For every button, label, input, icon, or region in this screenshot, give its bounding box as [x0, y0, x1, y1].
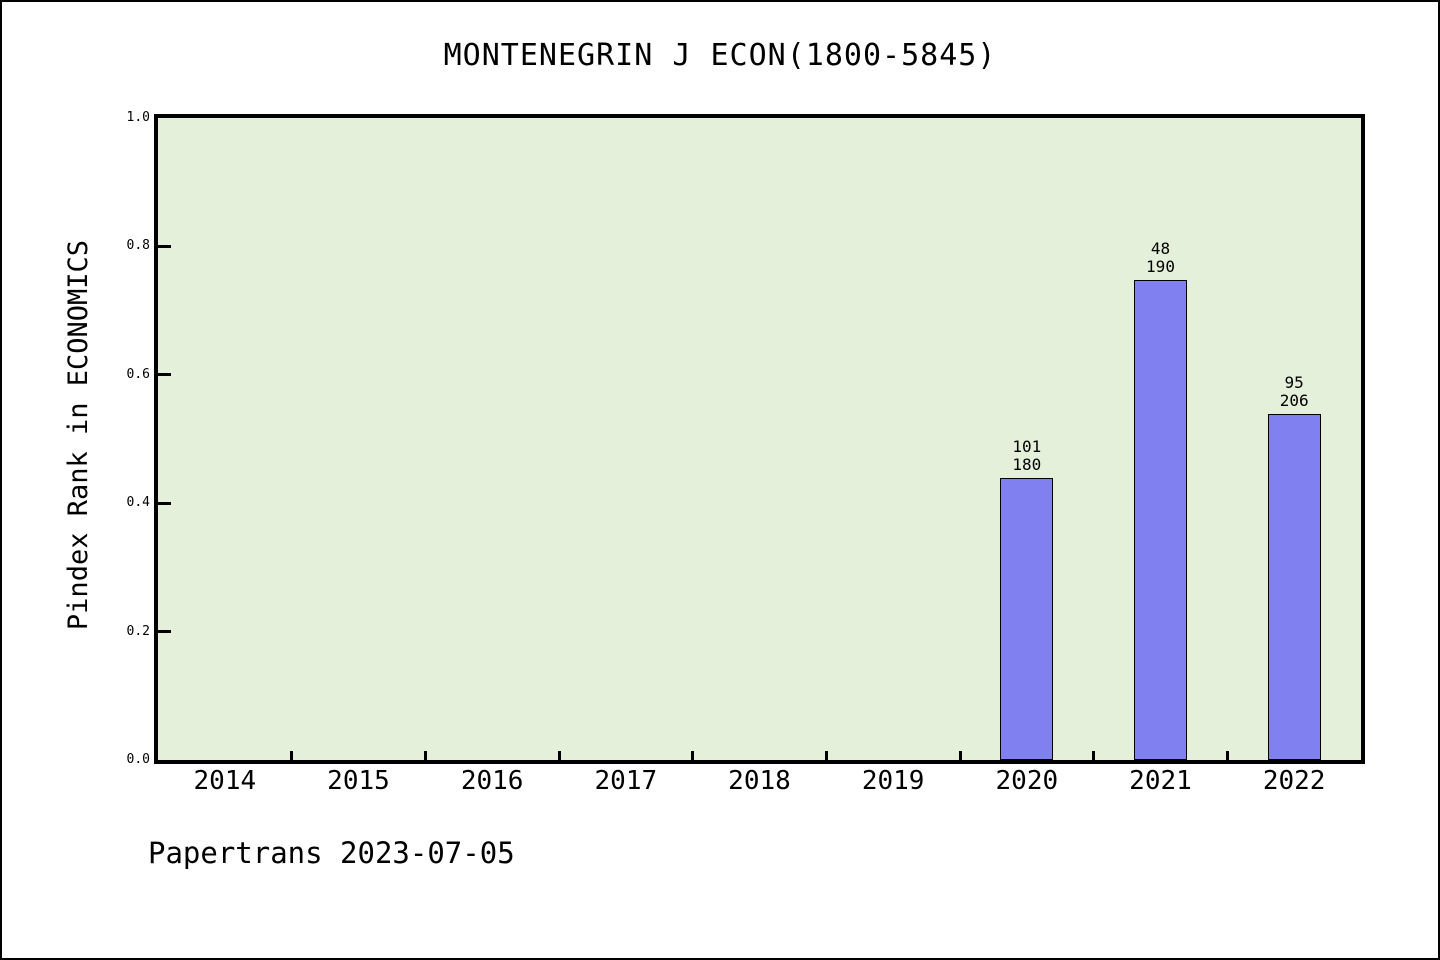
bar-2021	[1134, 280, 1187, 760]
bar-value-label-2021: 48 190	[1146, 239, 1175, 277]
y-tick-label: 0.0	[126, 752, 150, 767]
y-tick-label: 1.0	[126, 110, 150, 125]
footer-text: Papertrans 2023-07-05	[148, 836, 515, 870]
y-tick-label: 0.6	[126, 366, 150, 382]
plot-area: 101 180 48 190 95 206	[154, 114, 1365, 764]
y-tick-mark	[158, 244, 171, 248]
x-tick-label-2020: 2020	[995, 766, 1059, 796]
x-tick-label-2021: 2021	[1129, 766, 1192, 796]
chart-title: MONTENEGRIN J ECON(1800-5845)	[443, 38, 997, 73]
x-tick-mark	[423, 751, 427, 760]
y-tick-label: 0.8	[126, 238, 150, 254]
x-tick-mark	[1092, 751, 1096, 760]
y-tick-mark	[158, 630, 171, 634]
bar-value-label-2022: 95 206	[1279, 372, 1309, 410]
x-tick-label-2018: 2018	[728, 766, 791, 796]
x-tick-mark	[691, 751, 695, 760]
x-tick-label-2019: 2019	[861, 766, 925, 796]
bar-value-label-2020: 101 180	[1012, 436, 1042, 474]
x-tick-mark	[290, 751, 294, 760]
y-tick-mark	[158, 373, 171, 377]
y-axis-title: Pindex Rank in ECONOMICS	[63, 239, 94, 631]
y-tick-label: 0.2	[126, 623, 150, 639]
bar-2020	[1000, 477, 1054, 760]
x-tick-label-2015: 2015	[327, 766, 390, 796]
x-tick-label-2014: 2014	[193, 766, 257, 796]
bar-2022	[1267, 413, 1321, 760]
x-tick-mark	[824, 751, 828, 760]
x-tick-mark	[1225, 751, 1229, 760]
x-tick-mark	[958, 751, 962, 760]
x-tick-label-2016: 2016	[460, 766, 524, 796]
x-tick-label-2017: 2017	[594, 766, 658, 796]
x-tick-mark	[557, 751, 561, 760]
x-tick-label-2022: 2022	[1262, 766, 1326, 796]
y-tick-mark	[158, 501, 171, 505]
y-tick-label: 0.4	[126, 495, 150, 511]
